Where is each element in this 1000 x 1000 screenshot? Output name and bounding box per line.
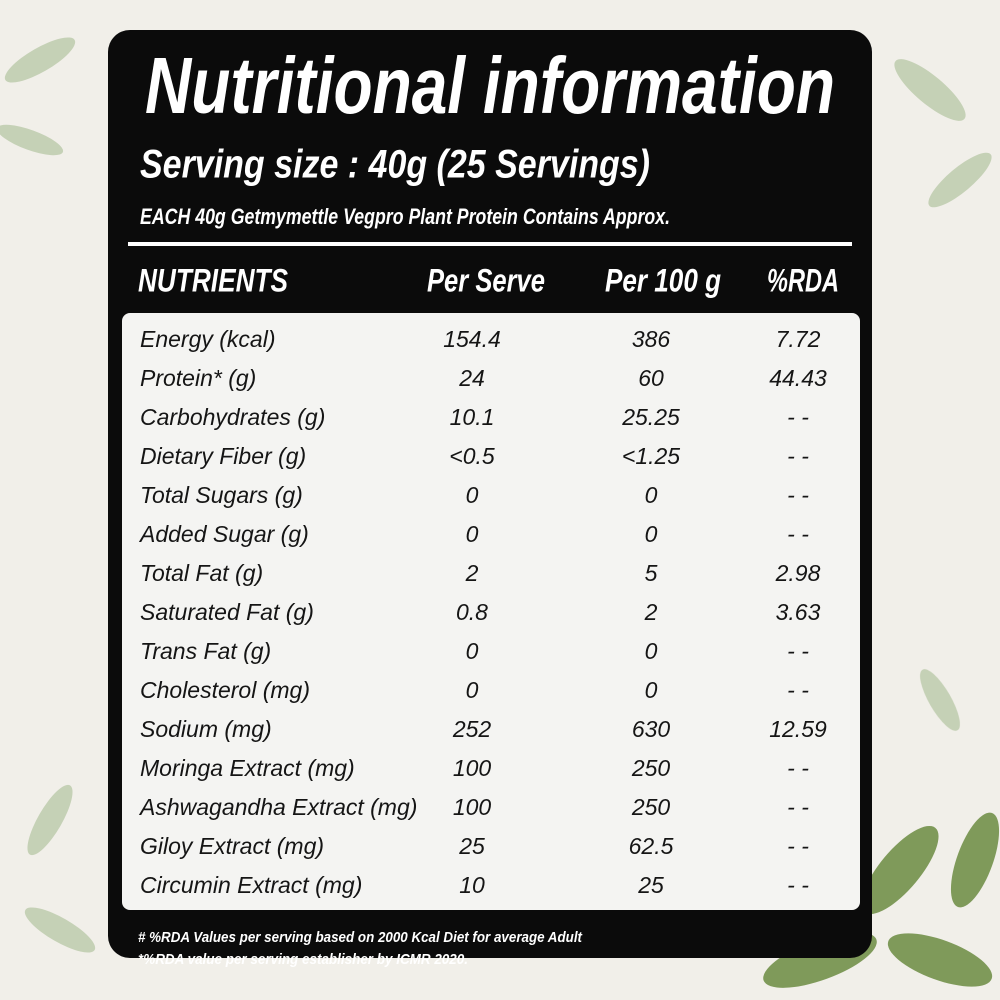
- title: Nutritional information: [145, 41, 835, 130]
- nutrient-value: - -: [787, 443, 809, 469]
- nutrient-value: - -: [787, 482, 809, 508]
- nutrient-value: 25: [458, 833, 485, 859]
- footnote: *%RDA value per serving establisher by I…: [138, 951, 468, 968]
- nutrient-value: 0: [466, 482, 479, 508]
- nutrient-value: 630: [632, 716, 671, 742]
- nutrient-name: Giloy Extract (mg): [140, 833, 324, 859]
- nutrient-name: Trans Fat (g): [140, 638, 271, 664]
- nutrient-value: - -: [787, 404, 809, 430]
- subtitle: EACH 40g Getmymettle Vegpro Plant Protei…: [140, 204, 670, 229]
- nutrient-value: 0: [645, 482, 658, 508]
- nutrient-value: 0: [645, 677, 658, 703]
- nutrient-value: 100: [453, 755, 492, 781]
- nutrient-name: Protein* (g): [140, 365, 256, 391]
- nutrient-value: - -: [787, 872, 809, 898]
- nutrient-value: <1.25: [622, 443, 680, 469]
- nutrient-value: 0: [466, 521, 479, 547]
- nutrient-name: Cholesterol (mg): [140, 677, 310, 703]
- nutrient-value: 250: [631, 794, 671, 820]
- nutrient-value: 2.98: [775, 560, 821, 586]
- nutrient-value: 25.25: [621, 404, 680, 430]
- nutrient-value: 0: [466, 677, 479, 703]
- nutrient-value: 24: [458, 365, 485, 391]
- nutrient-value: - -: [787, 794, 809, 820]
- column-header: %RDA: [767, 262, 839, 298]
- nutrient-value: 2: [644, 599, 658, 625]
- nutrient-value: 0: [645, 521, 658, 547]
- nutrient-value: 10.1: [450, 404, 495, 430]
- nutrient-name: Saturated Fat (g): [140, 599, 314, 625]
- nutrient-value: 2: [465, 560, 479, 586]
- nutrient-value: 100: [453, 794, 492, 820]
- nutrient-value: 250: [631, 755, 671, 781]
- column-header: NUTRIENTS: [138, 262, 289, 298]
- nutrient-value: 25: [637, 872, 664, 898]
- column-header: Per 100 g: [605, 262, 721, 298]
- table-panel: [122, 313, 860, 910]
- nutrient-value: - -: [787, 521, 809, 547]
- nutrient-name: Carbohydrates (g): [140, 404, 325, 430]
- nutrient-value: - -: [787, 638, 809, 664]
- leaf-decoration: [0, 37, 992, 953]
- nutrient-value: - -: [787, 755, 809, 781]
- nutrient-value: 60: [638, 365, 664, 391]
- nutrient-value: 0: [645, 638, 658, 664]
- nutrient-name: Added Sugar (g): [138, 521, 309, 547]
- column-header: Per Serve: [427, 262, 545, 298]
- nutrient-value: 386: [632, 326, 671, 352]
- nutrient-name: Ashwagandha Extract (mg): [138, 794, 417, 820]
- serving-size: Serving size : 40g (25 Servings): [140, 143, 650, 187]
- nutrient-value: - -: [787, 677, 809, 703]
- nutrient-name: Circumin Extract (mg): [140, 872, 362, 898]
- nutrient-name: Moringa Extract (mg): [140, 755, 355, 781]
- nutrient-name: Total Sugars (g): [140, 482, 303, 508]
- footnote: # %RDA Values per serving based on 2000 …: [138, 929, 583, 946]
- nutrient-value: 3.63: [776, 599, 821, 625]
- nutrient-name: Total Fat (g): [140, 560, 263, 586]
- nutrient-value: 12.59: [769, 716, 827, 742]
- nutrient-value: 44.43: [769, 365, 827, 391]
- nutrient-value: 5: [645, 560, 658, 586]
- nutrient-value: 10: [459, 872, 485, 898]
- nutrient-value: 7.72: [776, 326, 821, 352]
- nutrient-value: 154.4: [443, 326, 501, 352]
- nutrient-value: 252: [452, 716, 492, 742]
- nutrient-value: <0.5: [449, 443, 495, 469]
- nutrient-name: Dietary Fiber (g): [140, 443, 306, 469]
- nutrient-value: 0.8: [456, 599, 488, 625]
- nutrient-name: Energy (kcal): [140, 326, 275, 352]
- nutrient-value: 62.5: [629, 833, 674, 859]
- nutrient-value: 0: [466, 638, 479, 664]
- nutrient-value: - -: [787, 833, 809, 859]
- nutrient-name: Sodium (mg): [140, 716, 272, 742]
